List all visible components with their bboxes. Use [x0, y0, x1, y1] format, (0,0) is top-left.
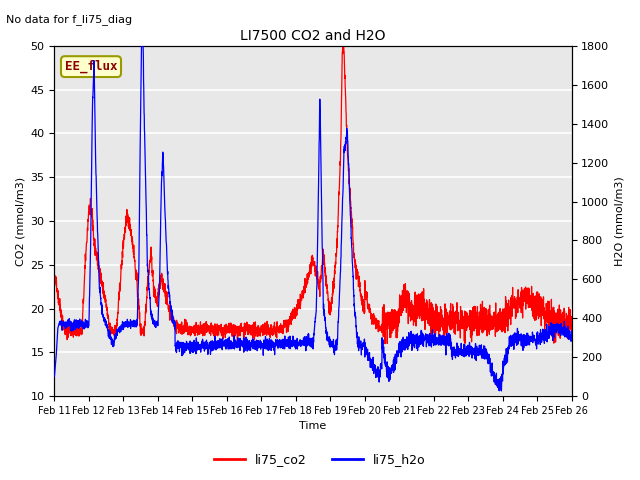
Legend: li75_co2, li75_h2o: li75_co2, li75_h2o	[209, 448, 431, 471]
Title: LI7500 CO2 and H2O: LI7500 CO2 and H2O	[240, 29, 386, 43]
Text: No data for f_li75_diag: No data for f_li75_diag	[6, 14, 132, 25]
Y-axis label: CO2 (mmol/m3): CO2 (mmol/m3)	[15, 177, 25, 265]
Y-axis label: H2O (mmol/m3): H2O (mmol/m3)	[615, 176, 625, 266]
X-axis label: Time: Time	[300, 421, 326, 432]
Text: EE_flux: EE_flux	[65, 60, 117, 73]
